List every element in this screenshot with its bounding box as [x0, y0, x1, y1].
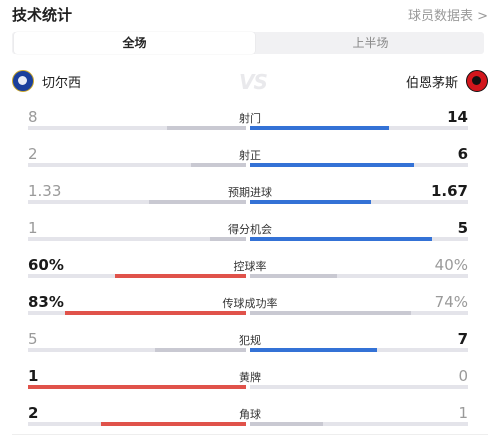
- stat-row: 60% 控球率 40%: [0, 256, 500, 292]
- home-team-name: 切尔西: [42, 76, 82, 91]
- away-stat-value: 1.67: [430, 182, 468, 200]
- away-stat-value: 0: [458, 367, 468, 385]
- home-stat-bar: [28, 385, 246, 389]
- away-stat-value: 7: [457, 330, 468, 348]
- home-stat-track: [28, 163, 246, 167]
- away-stat-track: [250, 274, 468, 278]
- away-stat-bar: [250, 200, 371, 204]
- divider: [12, 434, 488, 435]
- tab-full-match[interactable]: 全场: [14, 32, 255, 54]
- away-stat-track: [250, 311, 468, 315]
- away-stat-track: [250, 126, 468, 130]
- stat-row: 83% 传球成功率 74%: [0, 293, 500, 329]
- stat-row: 1.33 预期进球 1.67: [0, 182, 500, 218]
- home-stat-value: 8: [28, 108, 38, 126]
- home-stat-bar: [149, 200, 246, 204]
- away-stat-value: 14: [447, 108, 468, 126]
- home-stat-track: [28, 126, 246, 130]
- home-stat-bar: [65, 311, 246, 315]
- home-stat-bar: [191, 163, 246, 167]
- away-stat-track: [250, 422, 468, 426]
- home-stat-track: [28, 311, 246, 315]
- away-stat-value: 74%: [434, 293, 468, 311]
- stat-label: 传球成功率: [222, 297, 278, 310]
- home-stat-bar: [155, 348, 246, 352]
- away-stat-track: [250, 385, 468, 389]
- away-stat-value: 6: [457, 145, 468, 163]
- stat-row: 2 角球 1: [0, 404, 500, 440]
- away-stat-track: [250, 348, 468, 352]
- home-stat-value: 1: [28, 219, 38, 237]
- away-stat-bar: [250, 237, 432, 241]
- home-stat-value: 1: [28, 367, 39, 385]
- chelsea-crest-icon: [12, 70, 34, 92]
- away-stat-bar: [250, 126, 389, 130]
- home-stat-value: 83%: [28, 293, 64, 311]
- away-stat-track: [250, 200, 468, 204]
- tab-first-half[interactable]: 上半场: [352, 36, 389, 50]
- away-stat-track: [250, 163, 468, 167]
- stat-label: 黄牌: [239, 371, 261, 384]
- bournemouth-crest-icon: [466, 70, 488, 92]
- away-stat-bar: [250, 348, 377, 352]
- home-stat-track: [28, 274, 246, 278]
- stat-row: 5 犯规 7: [0, 330, 500, 366]
- stat-label: 控球率: [233, 260, 267, 273]
- player-data-link[interactable]: 球员数据表 >: [407, 9, 488, 24]
- stats-header: 技术统计 球员数据表 >: [12, 4, 488, 26]
- away-stat-value: 40%: [434, 256, 468, 274]
- stat-row: 1 得分机会 5: [0, 219, 500, 255]
- home-stat-track: [28, 237, 246, 241]
- stat-label: 射正: [239, 149, 261, 162]
- home-stat-value: 5: [28, 330, 38, 348]
- home-stat-value: 2: [28, 404, 39, 422]
- teams-row: 切尔西 VS 伯恩茅斯: [12, 68, 488, 96]
- away-stat-track: [250, 237, 468, 241]
- home-stat-bar: [101, 422, 246, 426]
- home-stat-track: [28, 348, 246, 352]
- stat-label: 预期进球: [228, 186, 272, 199]
- home-stat-bar: [115, 274, 246, 278]
- stat-label: 犯规: [239, 334, 261, 347]
- vs-mark: VS: [239, 70, 268, 94]
- period-tabs: 全场 上半场: [12, 32, 484, 54]
- stat-label: 射门: [239, 112, 261, 125]
- home-stat-bar: [167, 126, 246, 130]
- home-stat-track: [28, 385, 246, 389]
- home-stat-value: 60%: [28, 256, 64, 274]
- away-stat-bar: [250, 274, 337, 278]
- away-stat-bar: [250, 163, 414, 167]
- stat-row: 8 射门 14: [0, 108, 500, 144]
- home-stat-value: 1.33: [28, 182, 62, 200]
- away-stat-bar: [250, 311, 411, 315]
- home-stat-value: 2: [28, 145, 38, 163]
- home-stat-bar: [210, 237, 246, 241]
- away-stat-bar: [250, 422, 323, 426]
- away-team-name: 伯恩茅斯: [405, 76, 458, 91]
- stat-row: 2 射正 6: [0, 145, 500, 181]
- home-stat-track: [28, 422, 246, 426]
- stat-label: 角球: [239, 408, 261, 421]
- section-title: 技术统计: [12, 6, 73, 24]
- away-stat-value: 5: [457, 219, 468, 237]
- stat-label: 得分机会: [228, 223, 272, 236]
- away-stat-value: 1: [458, 404, 468, 422]
- stat-row: 1 黄牌 0: [0, 367, 500, 403]
- home-stat-track: [28, 200, 246, 204]
